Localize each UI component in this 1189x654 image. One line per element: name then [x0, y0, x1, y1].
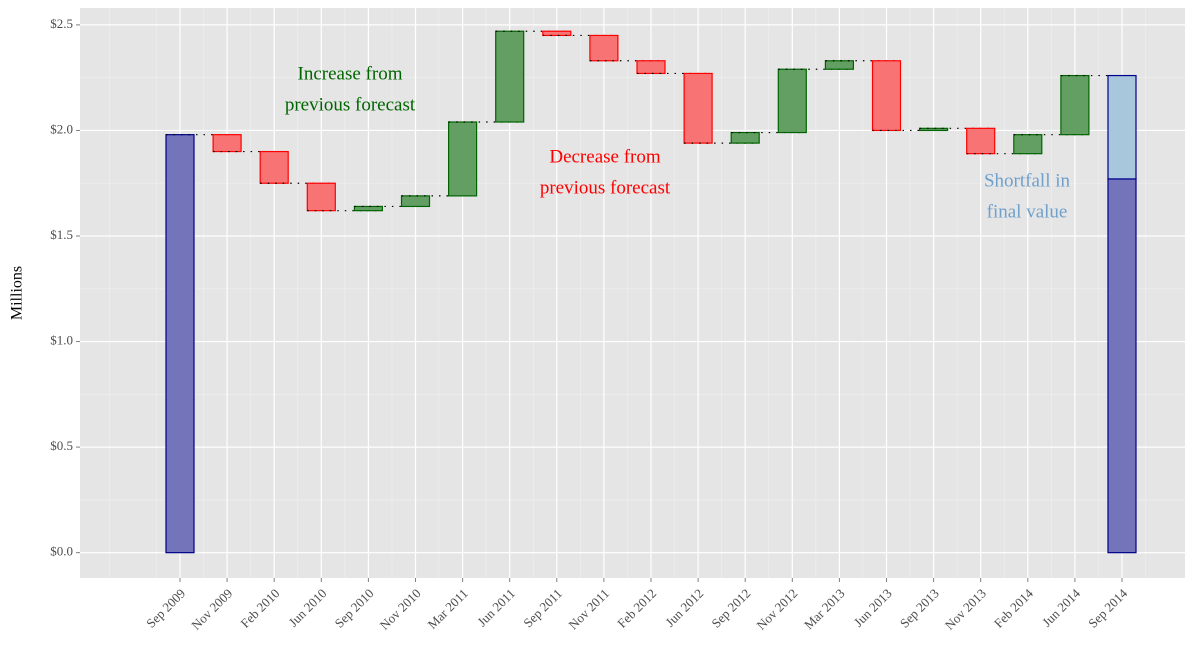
annotation: Decrease from: [549, 146, 661, 167]
x-tick-label: Nov 2012: [753, 586, 800, 633]
x-tick-label: Sep 2009: [143, 586, 188, 631]
x-tick-label: Feb 2014: [991, 585, 1036, 630]
decrease-bar: [636, 60, 666, 75]
x-tick-label: Sep 2011: [520, 586, 565, 631]
annotation: Increase from: [298, 63, 403, 84]
y-tick-label: $1.5: [50, 227, 73, 242]
x-tick-label: Sep 2013: [897, 586, 942, 631]
x-tick-label: Jun 2013: [851, 586, 895, 630]
x-tick-label: Nov 2010: [377, 586, 424, 633]
increase-bar: [495, 30, 525, 123]
decrease-bar: [212, 134, 242, 153]
decrease-bar: [542, 30, 572, 37]
y-tick-label: $0.0: [50, 544, 73, 559]
x-tick-label: Sep 2010: [332, 586, 377, 631]
annotation: previous forecast: [540, 177, 671, 198]
increase-bar: [918, 127, 949, 132]
increase-bar: [824, 60, 855, 70]
decrease-bar: [259, 150, 289, 184]
total-bar: [165, 134, 195, 554]
decrease-bar: [589, 34, 619, 62]
x-tick-label: Jun 2014: [1039, 585, 1083, 629]
x-tick-label: Nov 2009: [188, 586, 235, 633]
increase-bar: [400, 195, 431, 208]
total-bar: [1107, 178, 1137, 554]
annotation: Shortfall in: [984, 170, 1071, 191]
increase-bar: [448, 121, 478, 197]
increase-bar: [777, 68, 807, 134]
increase-bar: [1060, 74, 1090, 136]
decrease-bar: [871, 60, 902, 132]
x-tick-label: Nov 2013: [942, 586, 989, 633]
x-tick-label: Jun 2010: [285, 586, 329, 630]
y-tick-label: $2.5: [50, 16, 73, 31]
x-tick-label: Mar 2013: [801, 586, 848, 633]
x-tick-label: Feb 2010: [237, 586, 282, 631]
x-tick-label: Jun 2011: [474, 586, 518, 630]
x-tick-label: Sep 2014: [1085, 585, 1130, 630]
y-axis-label: Millions: [9, 266, 26, 320]
x-tick-label: Mar 2011: [425, 586, 471, 632]
decrease-bar: [966, 127, 996, 155]
increase-bar: [1013, 134, 1043, 155]
shortfall-bar: [1107, 74, 1137, 180]
y-tick-label: $2.0: [50, 121, 73, 136]
x-tick-label: Jun 2012: [662, 586, 706, 630]
annotation: previous forecast: [285, 94, 416, 115]
increase-bar: [730, 131, 760, 144]
annotation: final value: [987, 201, 1068, 222]
x-tick-label: Sep 2012: [708, 586, 753, 631]
x-tick-label: Nov 2011: [565, 586, 612, 633]
plot-background: [80, 8, 1185, 578]
y-tick-label: $1.0: [50, 333, 73, 348]
x-tick-label: Feb 2012: [614, 586, 659, 631]
increase-bar: [353, 205, 383, 212]
decrease-bar: [683, 72, 713, 144]
decrease-bar: [306, 182, 336, 212]
y-tick-label: $0.5: [50, 438, 73, 453]
